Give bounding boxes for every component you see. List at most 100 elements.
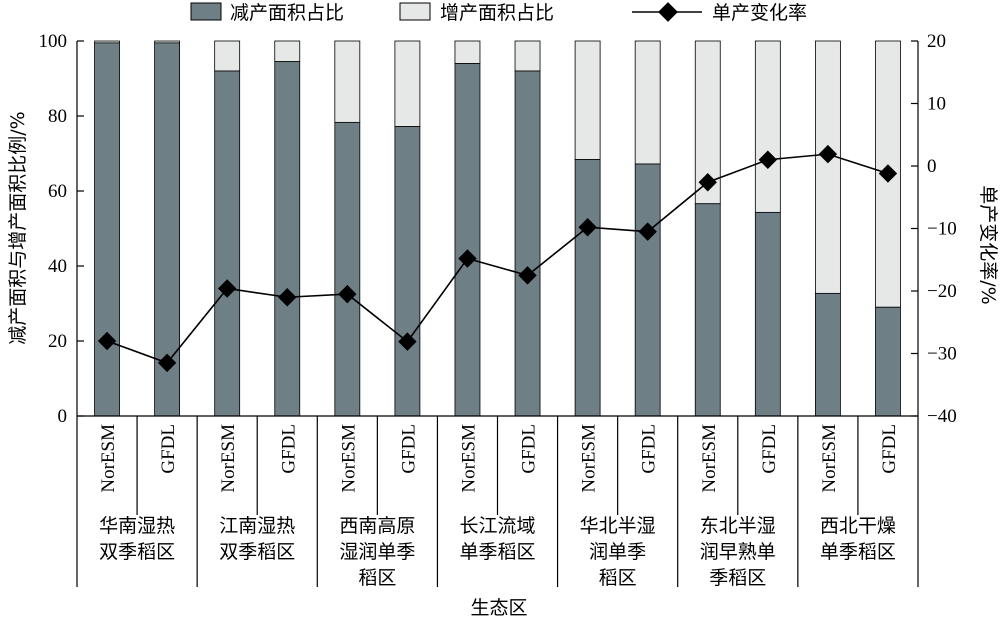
bar-decrease [274,61,301,417]
bar-decrease [334,121,361,417]
x-tick-label-model: NorESM [819,424,840,493]
x-tick-label-region: 西南高原 [339,515,415,537]
x-tick-label-region: 润单季 [589,541,646,563]
y-left-tick-label: 20 [48,331,67,352]
x-tick-label-region: 润早熟单 [700,541,776,563]
bar-increase [694,40,721,205]
x-tick-label-region: 双季稻区 [219,541,295,563]
x-tick-label-region: 稻区 [599,567,637,589]
x-tick-label-model: GFDL [158,424,179,474]
y-left-tick-label: 80 [48,106,67,127]
bar-decrease [694,203,721,417]
y-left-ticks: 0 20 40 60 80 100 [39,31,84,427]
bar-increase [514,40,541,72]
y-left-tick-label: 60 [48,181,67,202]
x-tick-label-region: 长江流域 [459,515,535,537]
rate-marker [878,164,898,183]
y-left-tick-label: 0 [58,406,68,427]
rate-marker [818,144,838,164]
x-tick-label-model: NorESM [579,424,600,493]
y-right-axis-title: 单产变化率/% [977,185,999,304]
rate-line-series [97,144,898,373]
x-tick-label-region: 季稻区 [709,567,766,589]
axes [76,41,919,417]
legend-label-decrease: 减产面积占比 [230,2,344,24]
x-tick-label-region: 江南湿热 [219,515,295,537]
rate-marker [398,332,417,351]
x-categories: NorESM GFDL NorESM GFDL NorESM GFDL NorESM GFDL… [76,416,919,589]
rate-marker [518,266,537,285]
bar-increase [634,40,661,165]
y-left-tick-label: 100 [39,31,68,52]
legend-item-rate: 单产变化率 [632,2,807,24]
rate-marker [758,150,778,169]
y-right-tick-label: −20 [927,281,957,302]
bars [94,40,901,417]
x-tick-label-region: 单季稻区 [820,541,896,563]
bar-increase [814,40,841,294]
x-tick-label-model: NorESM [98,424,119,493]
rate-marker [157,353,177,373]
rate-marker [97,331,117,351]
rate-line [106,153,889,364]
x-tick-label-model: NorESM [338,424,359,493]
legend-label-rate: 单产变化率 [712,2,807,24]
y-right-tick-label: 20 [927,31,946,52]
bar-increase [394,40,421,127]
legend-item-increase: 增产面积占比 [399,2,554,24]
bar-decrease [394,126,421,417]
x-tick-label-model: NorESM [458,424,479,493]
y-right-tick-label: 10 [927,94,946,115]
legend-swatch-increase [399,2,431,21]
rate-marker [638,222,657,241]
x-tick-label-model: NorESM [699,424,720,493]
y-right-tick-label: −10 [927,219,957,240]
legend-marker-rate [658,2,678,22]
x-tick-label-model: GFDL [759,424,780,474]
rate-marker [578,218,597,237]
x-tick-label-region: 华北半湿 [580,515,656,537]
legend: 减产面积占比 增产面积占比 单产变化率 [190,2,807,24]
legend-label-increase: 增产面积占比 [440,2,554,24]
legend-item-decrease: 减产面积占比 [190,2,344,24]
x-tick-label-model: GFDL [398,424,419,474]
rate-marker [458,249,477,268]
rate-marker [698,173,717,192]
y-right-tick-label: −40 [927,406,957,427]
bar-increase [754,40,781,213]
x-tick-label-model: NorESM [218,424,239,493]
bar-decrease [875,306,901,417]
bar-decrease [754,211,781,417]
legend-swatch-decrease [190,2,222,21]
bar-increase [274,40,301,63]
y-right-ticks: −40 −30 −20 −10 0 10 20 [911,31,957,427]
x-axis-title: 生态区 [470,597,527,619]
bar-increase [214,40,241,72]
rate-marker [338,284,357,304]
x-tick-label-region: 东北半湿 [700,515,776,537]
x-tick-label-model: GFDL [519,424,540,474]
bar-decrease [214,70,241,417]
bar-decrease [94,42,120,417]
x-tick-label-region: 西北干燥 [820,515,896,537]
y-right-tick-label: 0 [927,156,937,177]
x-tick-label-region: 湿润单季 [339,541,415,563]
x-tick-label-region: 稻区 [358,567,396,589]
rate-marker [217,279,237,298]
y-left-axis-title: 减产面积与增产面积比例/% [7,111,29,344]
bar-increase [574,40,601,160]
bar-decrease [634,163,661,417]
x-tick-label-model: GFDL [879,424,900,474]
x-tick-label-region: 双季稻区 [99,541,175,563]
x-tick-label-model: GFDL [278,424,299,474]
rate-marker [278,288,297,307]
bar-decrease [574,159,601,417]
x-tick-label-region: 单季稻区 [459,541,535,563]
bar-decrease [454,63,481,417]
x-tick-label-region: 华南湿热 [99,515,175,537]
bar-increase [454,40,481,64]
bar-decrease [514,70,541,417]
x-tick-label-model: GFDL [639,424,660,474]
y-left-tick-label: 40 [48,256,67,277]
